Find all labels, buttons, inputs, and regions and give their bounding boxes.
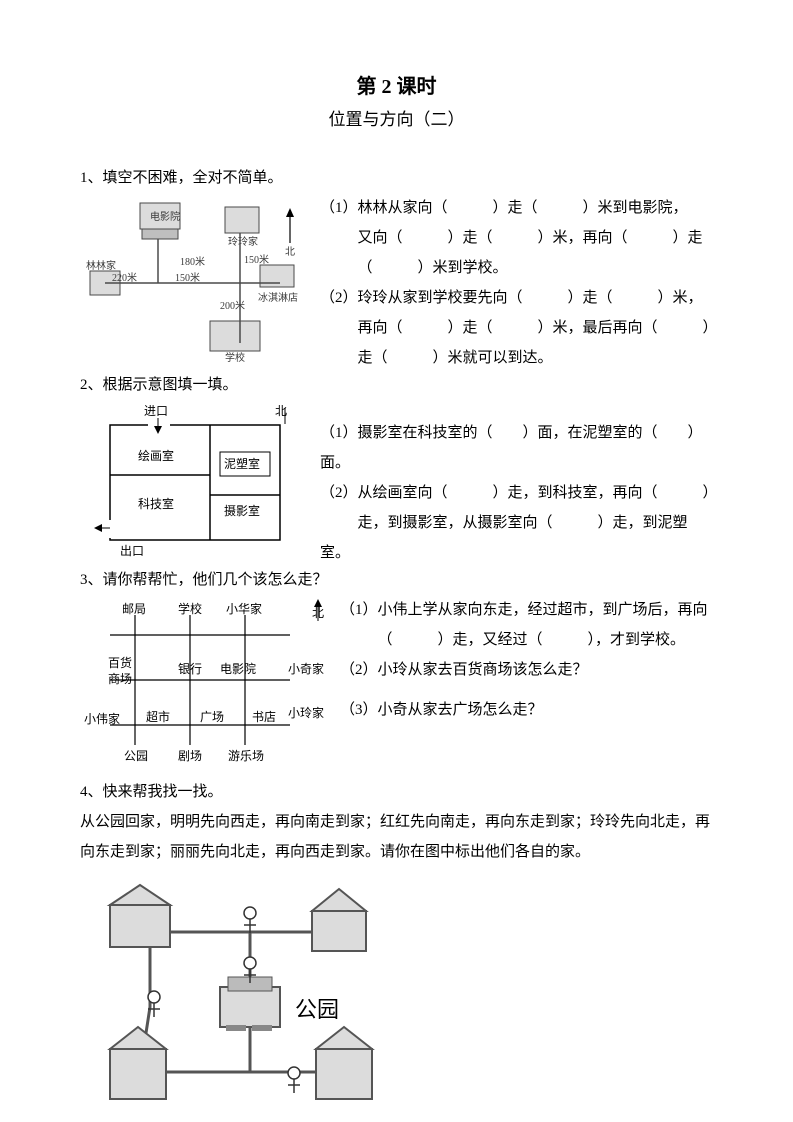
label-paint: 绘画室: [138, 448, 174, 463]
g-dept2: 商场: [108, 671, 132, 686]
g-market: 超市: [146, 709, 170, 724]
north-1: 北: [285, 246, 295, 258]
g-hua: 小华家: [226, 601, 262, 616]
g-book: 书店: [252, 710, 276, 724]
q1-line2: 又向（ ）走（ ）米，再向（ ）走: [320, 223, 713, 253]
g-ling: 小玲家: [288, 705, 324, 720]
label-park: 公园: [295, 997, 339, 1022]
q1-map: 电影院 玲玲家 林林家 冰淇淋店 学校 220米 150米 180米 150米 …: [80, 193, 310, 363]
q3-line4: （3）小奇从家去广场怎么走？: [340, 695, 713, 725]
q1-line3: （ ）米到学校。: [320, 253, 713, 283]
dist-220: 220米: [112, 271, 137, 284]
label-entrance: 进口: [144, 404, 168, 418]
q2-line1: （1）摄影室在科技室的（ ）面，在泥塑室的（ ）面。: [320, 418, 713, 478]
q3-line2: （ ）走，又经过（ ），才到学校。: [340, 625, 713, 655]
label-ice: 冰淇淋店: [258, 291, 298, 304]
q1-line4: （2）玲玲从家到学校要先向（ ）走（ ）米，: [320, 283, 713, 313]
g-qi: 小奇家: [288, 661, 324, 676]
g-post: 邮局: [122, 602, 146, 616]
dist-150a: 150米: [175, 271, 200, 284]
q1-prompt: 1、填空不困难，全对不简单。: [80, 166, 713, 187]
g-square: 广场: [200, 710, 224, 724]
q3-line1: （1）小伟上学从家向东走，经过超市，到广场后，再向: [340, 595, 713, 625]
dist-180: 180米: [180, 255, 205, 268]
q2-plan: 进口 北 绘画室 泥塑室 科技室 摄影室 出口: [80, 400, 310, 560]
g-wei: 小伟家: [84, 711, 120, 726]
dist-150b: 150米: [244, 253, 269, 266]
q1-line1: （1）林林从家向（ ）走（ ）米到电影院，: [320, 193, 713, 223]
q2-prompt: 2、根据示意图填一填。: [80, 373, 713, 394]
q1-line5: 再向（ ）走（ ）米，最后再向（ ）: [320, 313, 713, 343]
label-cinema: 电影院: [150, 210, 180, 223]
q4-prompt: 4、快来帮我找一找。: [80, 780, 713, 801]
g-park: 公园: [124, 749, 148, 763]
lesson-subtitle: 位置与方向（二）: [80, 105, 713, 130]
g-dept1: 百货: [108, 655, 132, 670]
q1-line6: 走（ ）米就可以到达。: [320, 343, 713, 373]
g-school: 学校: [178, 601, 202, 616]
label-photo: 摄影室: [224, 503, 260, 518]
q2-line3: 走，到摄影室，从摄影室向（ ）走，到泥塑室。: [320, 508, 713, 568]
q4-text: 从公园回家，明明先向西走，再向南走到家；红红先向南走，再向东走到家；玲玲先向北走…: [80, 807, 713, 867]
label-linlin: 林林家: [86, 259, 116, 272]
q3-prompt: 3、请你帮帮忙，他们几个该怎么走？: [80, 568, 713, 589]
label-clay: 泥塑室: [224, 456, 260, 471]
label-tech: 科技室: [138, 496, 174, 511]
g-bank: 银行: [178, 662, 202, 676]
q4-map: 公园: [80, 877, 713, 1122]
g-play: 游乐场: [228, 749, 264, 763]
q3-grid: 邮局 学校 小华家 北 百货 商场 银行 电影院 小奇家 小伟家 超市 广场 书…: [80, 595, 330, 770]
q3-line3: （2）小玲从家去百货商场该怎么走？: [340, 655, 713, 685]
label-school: 学校: [225, 351, 245, 363]
g-cinema: 电影院: [220, 662, 256, 676]
label-exit: 出口: [120, 544, 144, 558]
dist-200: 200米: [220, 299, 245, 312]
label-lingling: 玲玲家: [228, 235, 258, 248]
q2-line2: （2）从绘画室向（ ）走，到科技室，再向（ ）: [320, 478, 713, 508]
lesson-title: 第 2 课时: [80, 70, 713, 99]
g-theater: 剧场: [178, 749, 202, 763]
